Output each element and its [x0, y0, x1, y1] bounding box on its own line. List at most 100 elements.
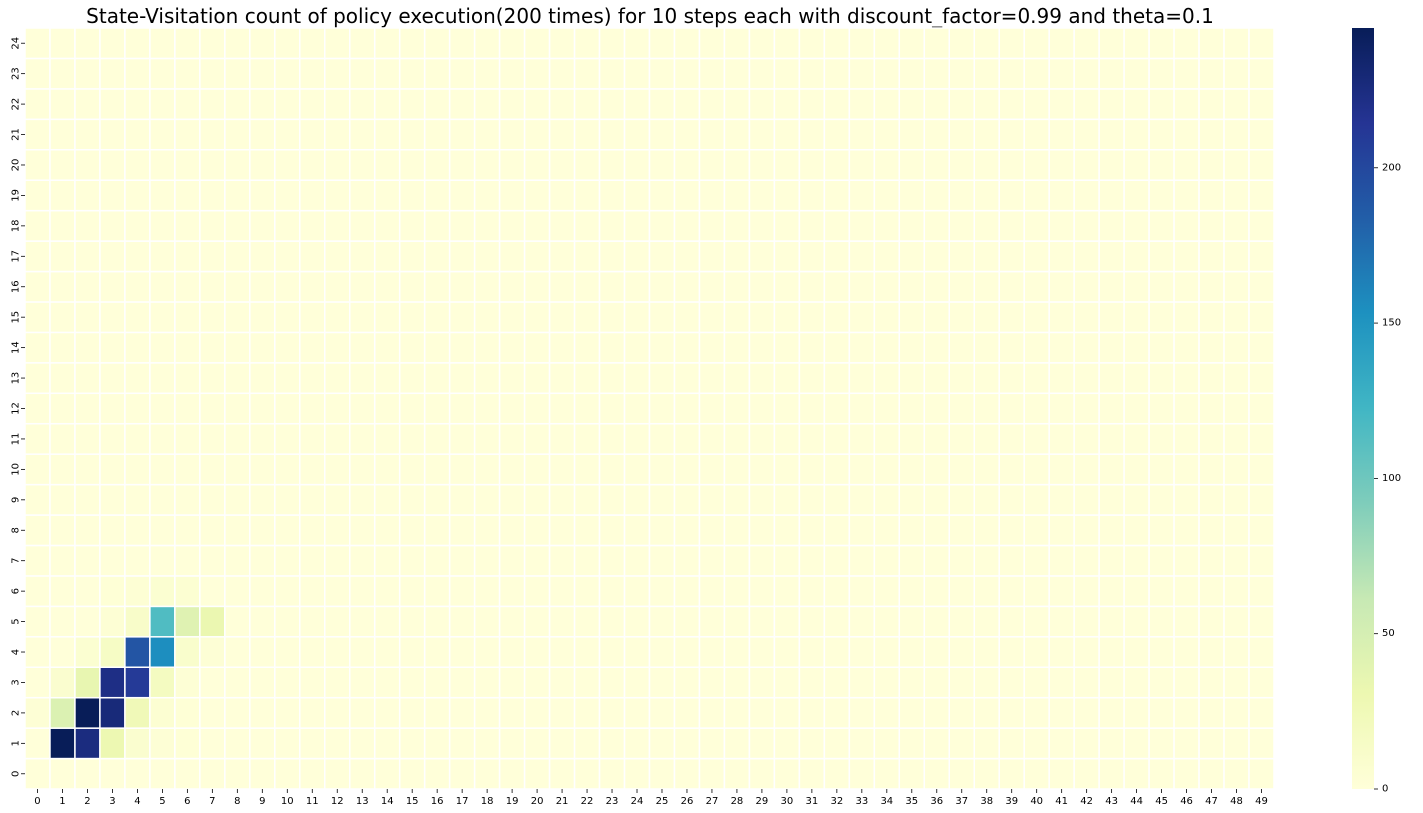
heatmap-cell	[274, 27, 301, 60]
heatmap-cell	[898, 514, 926, 547]
heatmap-cell	[99, 88, 126, 121]
heatmap-cell	[199, 362, 226, 395]
heatmap-cell	[299, 636, 326, 668]
heatmap-cell	[873, 575, 901, 608]
heatmap-cell	[998, 88, 1025, 121]
heatmap-cell	[1223, 696, 1250, 729]
heatmap-cell	[348, 727, 376, 760]
x-tick-label: 18	[481, 796, 494, 807]
heatmap-cell	[324, 483, 351, 516]
heatmap-cell	[124, 270, 151, 303]
heatmap-cell	[898, 362, 926, 395]
heatmap-cell	[773, 331, 801, 364]
heatmap-cell	[998, 301, 1025, 334]
heatmap-cell	[423, 696, 451, 729]
heatmap-cell	[174, 88, 201, 121]
heatmap-cell	[1248, 514, 1275, 547]
heatmap-cell	[199, 331, 226, 364]
heatmap-cell	[249, 636, 276, 668]
heatmap-cell	[324, 575, 351, 608]
heatmap-cell	[373, 514, 401, 547]
heatmap-cell	[873, 544, 901, 577]
heatmap-cell	[174, 696, 201, 729]
heatmap-cell	[1223, 422, 1250, 455]
x-tick-label: 40	[1030, 796, 1043, 807]
heatmap-cell	[673, 514, 701, 547]
heatmap-cell	[274, 757, 301, 790]
heatmap-cell	[174, 209, 201, 242]
heatmap-cell	[848, 422, 876, 455]
heatmap-cell	[623, 331, 651, 364]
heatmap-cell	[548, 240, 576, 273]
heatmap-cell	[548, 27, 576, 60]
heatmap-cell	[773, 483, 801, 516]
y-tick-label: 6	[11, 588, 22, 594]
y-tick-label: 23	[11, 67, 22, 80]
heatmap-cell	[623, 179, 651, 212]
heatmap-cell	[498, 422, 526, 455]
heatmap-cell	[249, 666, 276, 699]
heatmap-cell	[973, 514, 1000, 547]
heatmap-cell	[573, 696, 601, 729]
heatmap-cell	[324, 757, 351, 790]
heatmap-cell	[798, 57, 826, 90]
x-tick-label: 41	[1055, 796, 1068, 807]
heatmap-cell	[623, 88, 651, 121]
heatmap-cell	[998, 240, 1025, 273]
heatmap-cell	[398, 209, 426, 242]
heatmap-cell	[873, 179, 901, 212]
heatmap-cell	[1098, 422, 1125, 455]
heatmap-cell	[1148, 757, 1175, 790]
heatmap-cell	[398, 149, 426, 181]
heatmap-cell	[24, 270, 51, 303]
heatmap-cell	[1198, 270, 1225, 303]
heatmap-cell	[773, 118, 801, 151]
heatmap-cell	[623, 453, 651, 486]
heatmap-cell	[49, 727, 76, 760]
heatmap-cell	[1198, 57, 1225, 90]
heatmap-cell	[948, 666, 975, 699]
heatmap-cell	[748, 301, 776, 334]
heatmap-cell	[49, 636, 76, 668]
heatmap-cell	[1148, 270, 1175, 303]
heatmap-cell	[548, 514, 576, 547]
heatmap-cell	[748, 392, 776, 425]
heatmap-cell	[723, 696, 751, 729]
heatmap-cell	[249, 757, 276, 790]
heatmap-cell	[998, 544, 1025, 577]
heatmap-cell	[1198, 209, 1225, 242]
heatmap-cell	[823, 301, 851, 334]
heatmap-cell	[948, 209, 975, 242]
heatmap-cell	[249, 301, 276, 334]
heatmap-cell	[698, 453, 726, 486]
heatmap-cell	[898, 179, 926, 212]
heatmap-cell	[423, 453, 451, 486]
y-tick-label: 21	[11, 128, 22, 141]
heatmap-cell	[373, 270, 401, 303]
y-tick-label: 16	[11, 280, 22, 293]
heatmap-cell	[973, 362, 1000, 395]
heatmap-cell	[1073, 696, 1100, 729]
heatmap-cell	[49, 362, 76, 395]
heatmap-cell	[798, 483, 826, 516]
heatmap-cell	[1123, 696, 1150, 729]
heatmap-cell	[473, 453, 501, 486]
x-tick-label: 4	[134, 796, 140, 807]
heatmap-cell	[24, 727, 51, 760]
heatmap-cell	[1223, 270, 1250, 303]
heatmap-cell	[698, 727, 726, 760]
heatmap-cell	[548, 544, 576, 577]
heatmap-cell	[848, 331, 876, 364]
heatmap-cell	[473, 514, 501, 547]
heatmap-cell	[373, 483, 401, 516]
heatmap-cell	[1223, 514, 1250, 547]
heatmap-cell	[548, 331, 576, 364]
heatmap-cell	[1123, 422, 1150, 455]
heatmap-cell	[1048, 666, 1075, 699]
heatmap-cell	[723, 483, 751, 516]
heatmap-cell	[898, 57, 926, 90]
heatmap-cell	[523, 696, 551, 729]
heatmap-cell	[873, 209, 901, 242]
x-tick-label: 8	[234, 796, 240, 807]
heatmap-cell	[698, 270, 726, 303]
